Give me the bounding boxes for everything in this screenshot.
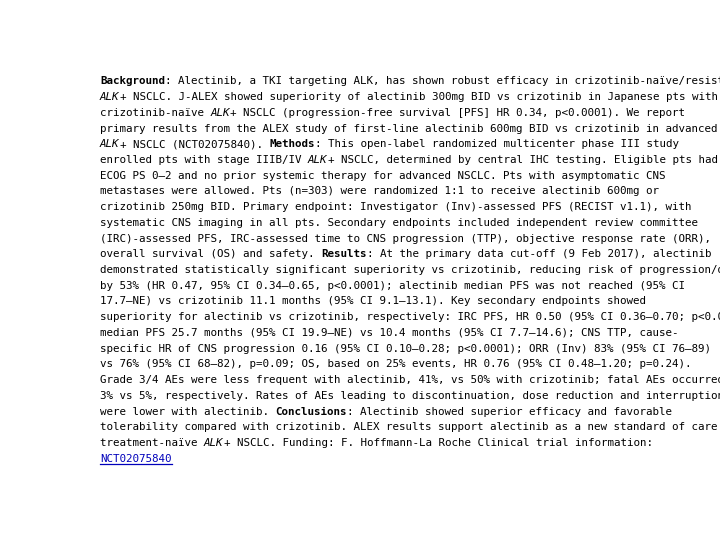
Text: Grade 3/4 AEs were less frequent with alectinib, 41%, vs 50% with crizotinib; fa: Grade 3/4 AEs were less frequent with al… bbox=[100, 375, 720, 385]
Text: + NSCLC (NCT02075840).: + NSCLC (NCT02075840). bbox=[120, 139, 269, 150]
Text: 3% vs 5%, respectively. Rates of AEs leading to discontinuation, dose reduction : 3% vs 5%, respectively. Rates of AEs lea… bbox=[100, 391, 720, 401]
Text: + NSCLC, determined by central IHC testing. Eligible pts had: + NSCLC, determined by central IHC testi… bbox=[328, 155, 718, 165]
Text: 17.7–NE) vs crizotinib 11.1 months (95% CI 9.1–13.1). Key secondary endpoints sh: 17.7–NE) vs crizotinib 11.1 months (95% … bbox=[100, 296, 646, 307]
Text: primary results from the ALEX study of first-line alectinib 600mg BID vs crizoti: primary results from the ALEX study of f… bbox=[100, 124, 718, 133]
Text: ECOG PS 0–2 and no prior systemic therapy for advanced NSCLC. Pts with asymptoma: ECOG PS 0–2 and no prior systemic therap… bbox=[100, 171, 665, 181]
Text: treatment-naïve: treatment-naïve bbox=[100, 438, 204, 448]
Text: superiority for alectinib vs crizotinib, respectively: IRC PFS, HR 0.50 (95% CI : superiority for alectinib vs crizotinib,… bbox=[100, 312, 720, 322]
Text: + NSCLC (progression-free survival [PFS] HR 0.34, p<0.0001). We report: + NSCLC (progression-free survival [PFS]… bbox=[230, 108, 685, 118]
Text: by 53% (HR 0.47, 95% CI 0.34–0.65, p<0.0001); alectinib median PFS was not reach: by 53% (HR 0.47, 95% CI 0.34–0.65, p<0.0… bbox=[100, 281, 685, 291]
Text: specific HR of CNS progression 0.16 (95% CI 0.10–0.28; p<0.0001); ORR (Inv) 83% : specific HR of CNS progression 0.16 (95%… bbox=[100, 343, 711, 354]
Text: + NSCLC. Funding: F. Hoffmann-La Roche Clinical trial information:: + NSCLC. Funding: F. Hoffmann-La Roche C… bbox=[223, 438, 652, 448]
Text: tolerability compared with crizotinib. ALEX results support alectinib as a new s: tolerability compared with crizotinib. A… bbox=[100, 422, 720, 432]
Text: median PFS 25.7 months (95% CI 19.9–NE) vs 10.4 months (95% CI 7.7–14.6); CNS TT: median PFS 25.7 months (95% CI 19.9–NE) … bbox=[100, 328, 678, 338]
Text: crizotinib 250mg BID. Primary endpoint: Investigator (Inv)-assessed PFS (RECIST : crizotinib 250mg BID. Primary endpoint: … bbox=[100, 202, 691, 212]
Text: Results: Results bbox=[321, 249, 366, 259]
Text: ALK: ALK bbox=[308, 155, 328, 165]
Text: Background: Background bbox=[100, 77, 165, 86]
Text: : Alectinib showed superior efficacy and favorable: : Alectinib showed superior efficacy and… bbox=[347, 407, 672, 416]
Text: Methods: Methods bbox=[269, 139, 315, 150]
Text: : Alectinib, a TKI targeting ALK, has shown robust efficacy in crizotinib-naïve/: : Alectinib, a TKI targeting ALK, has sh… bbox=[165, 77, 720, 86]
Text: Conclusions: Conclusions bbox=[276, 407, 347, 416]
Text: ALK: ALK bbox=[100, 92, 120, 102]
Text: enrolled pts with stage IIIB/IV: enrolled pts with stage IIIB/IV bbox=[100, 155, 308, 165]
Text: were lower with alectinib.: were lower with alectinib. bbox=[100, 407, 276, 416]
Text: NCT02075840: NCT02075840 bbox=[100, 454, 171, 464]
Text: ALK: ALK bbox=[210, 108, 230, 118]
Text: ALK: ALK bbox=[204, 438, 223, 448]
Text: vs 76% (95% CI 68–82), p=0.09; OS, based on 25% events, HR 0.76 (95% CI 0.48–1.2: vs 76% (95% CI 68–82), p=0.09; OS, based… bbox=[100, 359, 691, 369]
Text: ALK: ALK bbox=[100, 139, 120, 150]
Text: crizotinib-naïve: crizotinib-naïve bbox=[100, 108, 210, 118]
Text: (IRC)-assessed PFS, IRC-assessed time to CNS progression (TTP), objective respon: (IRC)-assessed PFS, IRC-assessed time to… bbox=[100, 234, 711, 244]
Text: systematic CNS imaging in all pts. Secondary endpoints included independent revi: systematic CNS imaging in all pts. Secon… bbox=[100, 218, 698, 228]
Text: : This open-label randomized multicenter phase III study: : This open-label randomized multicenter… bbox=[315, 139, 678, 150]
Text: overall survival (OS) and safety.: overall survival (OS) and safety. bbox=[100, 249, 321, 259]
Text: + NSCLC. J-ALEX showed superiority of alectinib 300mg BID vs crizotinib in Japan: + NSCLC. J-ALEX showed superiority of al… bbox=[120, 92, 718, 102]
Text: demonstrated statistically significant superiority vs crizotinib, reducing risk : demonstrated statistically significant s… bbox=[100, 265, 720, 275]
Text: metastases were allowed. Pts (n=303) were randomized 1:1 to receive alectinib 60: metastases were allowed. Pts (n=303) wer… bbox=[100, 186, 659, 197]
Text: : At the primary data cut-off (9 Feb 2017), alectinib: : At the primary data cut-off (9 Feb 201… bbox=[366, 249, 711, 259]
